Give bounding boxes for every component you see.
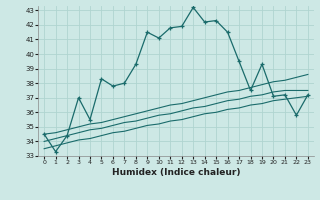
X-axis label: Humidex (Indice chaleur): Humidex (Indice chaleur) [112, 168, 240, 177]
